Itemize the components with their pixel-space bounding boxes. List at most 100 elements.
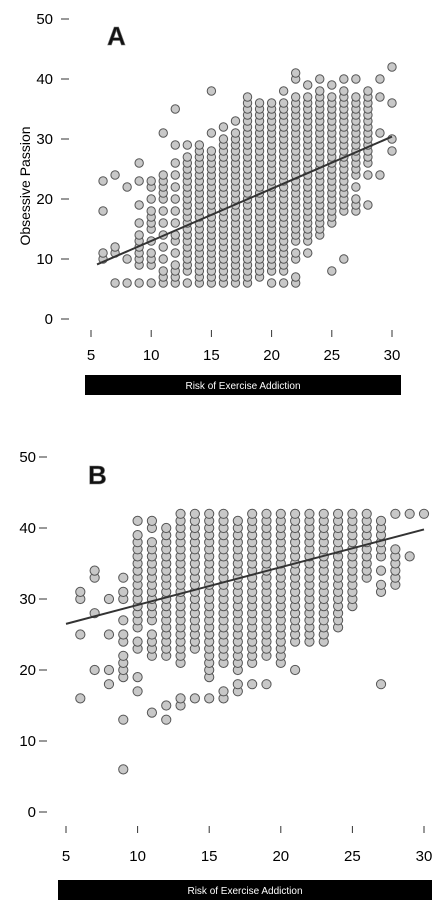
point-b-43 — [146, 707, 158, 718]
point-a-474 — [363, 86, 373, 96]
point-b-17 — [118, 650, 129, 661]
point-a-439 — [339, 86, 349, 96]
point-b-366 — [361, 508, 372, 519]
point-b-4 — [89, 664, 100, 676]
point-a-3 — [98, 176, 108, 186]
point-b-19 — [118, 629, 129, 640]
x-axis-title-b: Risk of Exercise Addiction — [187, 886, 302, 897]
point-a-131 — [206, 146, 217, 156]
point-b-24 — [132, 686, 143, 697]
point-a-475 — [375, 170, 385, 180]
scatter-plot-a: 0 10 20 30 40 50 5 10 15 20 25 30 Risk of Exercise A… — [17, 11, 401, 395]
point-b-13 — [118, 714, 129, 725]
point-a-249 — [266, 278, 277, 288]
y-tick-label-b-3: 30 — [19, 591, 36, 608]
point-b-370 — [375, 565, 387, 576]
point-b-152 — [204, 508, 215, 519]
x-tick-label-a-1: 10 — [143, 347, 160, 364]
x-tick-label-b-1: 10 — [129, 848, 146, 865]
x-tick-label-a-0: 5 — [87, 347, 95, 364]
point-a-313 — [290, 248, 301, 258]
point-a-158 — [218, 134, 229, 144]
trend-line-a — [96, 135, 393, 266]
point-a-11 — [134, 278, 144, 288]
y-tick-label-b-2: 20 — [19, 662, 36, 679]
point-a-6 — [110, 242, 120, 252]
point-a-461 — [363, 170, 373, 180]
point-b-27 — [132, 636, 143, 647]
point-a-46 — [158, 170, 168, 180]
x-tick-label-a-2: 15 — [203, 347, 220, 364]
x-tick-label-b-3: 20 — [272, 848, 289, 865]
point-b-25 — [132, 672, 143, 683]
point-a-340 — [290, 68, 301, 78]
point-a-31 — [146, 194, 156, 204]
point-a-52 — [170, 248, 180, 258]
point-b-342 — [332, 508, 344, 519]
point-b-356 — [347, 508, 358, 519]
point-a-459 — [351, 74, 361, 84]
point-b-62 — [161, 714, 172, 725]
trend-line-b — [65, 528, 425, 625]
point-a-311 — [290, 272, 301, 282]
point-a-37 — [158, 254, 168, 264]
point-a-58 — [170, 182, 180, 192]
x-tick-label-b-0: 5 — [62, 848, 70, 865]
point-a-279 — [278, 278, 289, 288]
point-b-224 — [261, 679, 272, 690]
y-tick-label-b-5: 50 — [19, 449, 36, 466]
point-b-11 — [103, 593, 115, 605]
point-b-245 — [261, 508, 272, 519]
point-a-366 — [303, 92, 313, 102]
point-b-200 — [232, 515, 243, 527]
point-a-417 — [327, 80, 337, 90]
point-a-4 — [110, 278, 120, 288]
point-b-369 — [375, 579, 387, 590]
point-b-7 — [89, 565, 100, 576]
point-a-477 — [375, 92, 385, 102]
point-b-127 — [189, 508, 200, 519]
panel-label-a: A — [107, 21, 126, 51]
point-a-476 — [375, 128, 385, 138]
point-a-248 — [254, 98, 265, 108]
point-a-108 — [194, 140, 205, 150]
point-a-392 — [315, 86, 325, 96]
point-b-107 — [189, 693, 200, 704]
point-a-443 — [351, 194, 361, 204]
x-axis-title-a: Risk of Exercise Addiction — [185, 381, 300, 392]
point-a-480 — [387, 134, 397, 144]
point-a-62 — [170, 104, 180, 114]
point-b-386 — [418, 508, 430, 519]
point-a-308 — [278, 98, 289, 108]
point-b-42 — [132, 515, 143, 527]
point-a-309 — [278, 86, 289, 96]
point-a-30 — [146, 206, 156, 216]
y-tick-label-b-4: 40 — [19, 520, 36, 537]
point-a-63 — [182, 278, 193, 288]
point-a-17 — [134, 230, 144, 240]
y-tick-label-a-0: 0 — [45, 311, 53, 328]
point-b-201 — [247, 679, 258, 690]
y-tick-label-a-3: 30 — [36, 131, 53, 148]
point-b-384 — [404, 551, 415, 562]
y-tick-label-a-5: 50 — [36, 11, 53, 28]
point-a-84 — [182, 140, 193, 150]
point-a-460 — [363, 200, 373, 210]
point-b-306 — [304, 508, 315, 519]
point-a-83 — [182, 152, 193, 162]
x-tick-label-a-5: 30 — [384, 347, 401, 364]
point-a-482 — [387, 62, 397, 72]
point-a-47 — [158, 128, 168, 138]
point-a-367 — [303, 80, 313, 90]
point-a-185 — [230, 128, 241, 138]
x-tick-label-b-2: 15 — [201, 848, 218, 865]
point-a-55 — [170, 218, 180, 228]
point-a-479 — [387, 146, 397, 156]
point-a-418 — [339, 254, 349, 264]
point-a-41 — [158, 206, 168, 216]
point-a-19 — [134, 200, 144, 210]
point-a-21 — [134, 158, 144, 168]
point-a-416 — [327, 92, 337, 102]
point-b-385 — [404, 508, 415, 519]
point-a-440 — [339, 74, 349, 84]
